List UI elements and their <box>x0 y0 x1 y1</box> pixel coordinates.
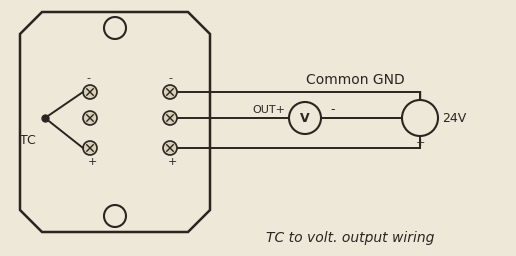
Text: Common GND: Common GND <box>305 73 405 87</box>
Circle shape <box>83 85 97 99</box>
Text: V: V <box>300 112 310 124</box>
Text: +: + <box>167 157 176 167</box>
Polygon shape <box>20 12 210 232</box>
Text: +: + <box>415 138 425 148</box>
Circle shape <box>402 100 438 136</box>
Text: -: - <box>331 103 335 116</box>
Circle shape <box>163 141 177 155</box>
Text: -: - <box>168 73 172 83</box>
Circle shape <box>289 102 321 134</box>
Text: +: + <box>87 157 96 167</box>
Circle shape <box>83 141 97 155</box>
Text: TC: TC <box>20 133 36 146</box>
Circle shape <box>163 111 177 125</box>
Circle shape <box>83 111 97 125</box>
Text: TC to volt. output wiring: TC to volt. output wiring <box>266 231 434 245</box>
Text: I: I <box>418 91 422 101</box>
Text: -: - <box>86 73 90 83</box>
Circle shape <box>163 85 177 99</box>
Text: OUT+: OUT+ <box>252 105 285 115</box>
Text: 24V: 24V <box>442 112 466 124</box>
